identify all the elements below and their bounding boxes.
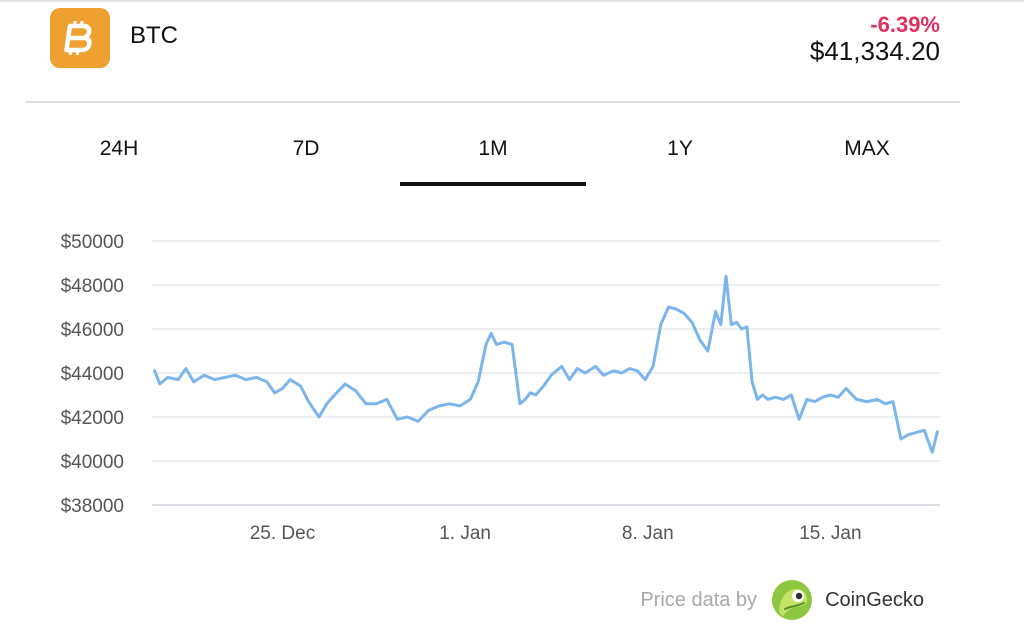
tab-1m[interactable]: 1M	[400, 130, 586, 186]
price-chart: $50000 $48000 $46000 $44000 $42000 $40000 $380…	[61, 232, 940, 544]
x-tick-label: 15. Jan	[799, 523, 861, 544]
x-tick-label: 1. Jan	[439, 523, 491, 544]
price-change: -6.39%	[870, 12, 940, 37]
y-tick-label: $48000	[61, 276, 124, 297]
y-tick-label: $38000	[61, 496, 124, 517]
x-tick-label: 8. Jan	[622, 523, 674, 544]
y-tick-label: $46000	[61, 320, 124, 341]
bitcoin-logo	[50, 8, 110, 68]
y-tick-label: $42000	[61, 408, 124, 429]
current-price: $41,334.20	[809, 36, 940, 66]
coingecko-icon	[772, 580, 813, 620]
coingecko-brand: CoinGecko	[825, 588, 924, 611]
credit-text: Price data by	[640, 588, 758, 611]
top-divider	[0, 0, 1024, 2]
price-data-credit: Price data by CoinGecko	[640, 578, 924, 622]
tab-24h[interactable]: 24H	[99, 137, 139, 160]
tab-max[interactable]: MAX	[844, 137, 890, 160]
x-tick-label: 25. Dec	[250, 523, 315, 544]
y-tick-label: $50000	[61, 232, 124, 253]
y-tick-label: $44000	[61, 364, 124, 385]
bitcoin-icon	[64, 21, 92, 55]
tab-7d[interactable]: 7D	[292, 137, 320, 160]
y-tick-label: $40000	[61, 452, 124, 473]
header-divider	[26, 101, 960, 103]
coin-symbol: BTC	[130, 22, 178, 49]
timeframe-tabs: 24H 7D 1M 1Y MAX	[26, 130, 960, 186]
price-series-line	[153, 274, 939, 454]
tab-1y[interactable]: 1Y	[667, 137, 693, 160]
